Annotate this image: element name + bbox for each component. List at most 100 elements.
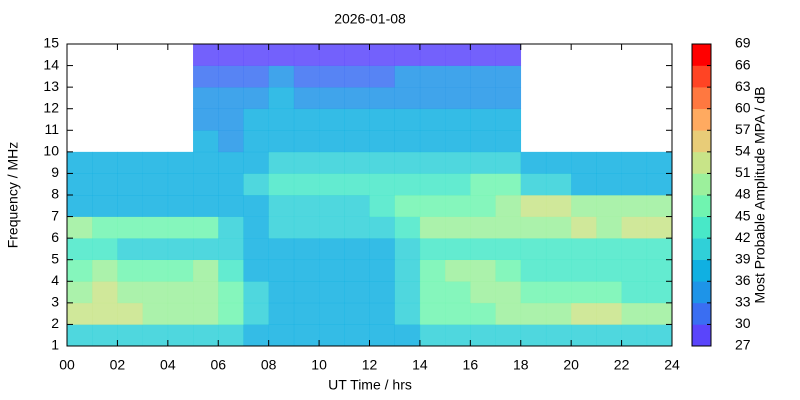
cell: [419, 281, 446, 304]
colorbar-band: [692, 130, 711, 153]
y-tick-label: 9: [51, 164, 59, 180]
cell: [193, 44, 219, 66]
cell: [470, 130, 496, 153]
cell: [369, 65, 396, 88]
cell: [394, 87, 421, 110]
colorbar-band: [692, 195, 711, 217]
y-tick-label: 13: [43, 78, 59, 94]
cell: [470, 65, 496, 88]
x-tick-label: 16: [463, 357, 479, 373]
y-tick-label: 14: [43, 56, 59, 72]
cell: [67, 324, 93, 347]
colorbar-tick-label: 45: [735, 207, 751, 223]
cell: [621, 195, 648, 217]
cell: [545, 151, 572, 174]
cell: [571, 195, 597, 217]
cell: [268, 44, 295, 66]
cell: [369, 44, 396, 66]
cell: [495, 130, 522, 153]
cell: [92, 216, 118, 239]
cell: [268, 259, 295, 282]
cell: [445, 302, 471, 325]
cell: [369, 238, 396, 261]
x-tick-label: 24: [664, 357, 680, 373]
cell: [621, 173, 648, 196]
cell: [470, 173, 496, 196]
cell: [596, 195, 622, 217]
cell: [293, 173, 320, 196]
cell: [445, 130, 471, 153]
cell: [445, 216, 471, 239]
cell: [117, 324, 143, 347]
cell: [520, 151, 547, 174]
x-tick-label: 18: [513, 357, 529, 373]
cell: [394, 216, 421, 239]
x-tick-label: 08: [261, 357, 277, 373]
x-tick-label: 10: [311, 357, 327, 373]
cell: [470, 108, 496, 131]
cell: [394, 130, 421, 153]
cell: [293, 130, 320, 153]
colorbar-tick-label: 42: [735, 229, 751, 245]
cell: [293, 87, 320, 110]
cell: [419, 87, 446, 110]
cell: [369, 130, 396, 153]
cell: [319, 259, 345, 282]
x-tick-label: 22: [614, 357, 630, 373]
cell: [167, 238, 194, 261]
colorbar-tick-label: 36: [735, 272, 751, 288]
cell: [520, 324, 547, 347]
cell: [92, 195, 118, 217]
cell: [445, 108, 471, 131]
cell: [419, 238, 446, 261]
cell: [193, 238, 219, 261]
colorbar-label: Most Probable Amplitude MPA / dB: [752, 87, 768, 304]
cell: [520, 259, 547, 282]
cell: [92, 281, 118, 304]
cell: [268, 302, 295, 325]
cell: [117, 195, 143, 217]
cell: [495, 151, 522, 174]
cell: [193, 87, 219, 110]
cell: [243, 302, 269, 325]
cell: [419, 65, 446, 88]
colorbar-tick-label: 66: [735, 56, 751, 72]
cell: [394, 281, 421, 304]
cell: [243, 44, 269, 66]
cell: [470, 44, 496, 66]
cell: [445, 281, 471, 304]
cell: [293, 238, 320, 261]
cell: [268, 238, 295, 261]
y-tick-label: 11: [44, 121, 59, 137]
cell: [470, 259, 496, 282]
cell: [419, 44, 446, 66]
cell: [369, 281, 396, 304]
y-tick-label: 7: [51, 207, 59, 223]
colorbar-band: [692, 259, 711, 282]
cell: [646, 238, 673, 261]
x-tick-label: 20: [563, 357, 579, 373]
colorbar-band: [692, 281, 711, 304]
cell: [193, 324, 219, 347]
cell: [193, 195, 219, 217]
cell: [243, 238, 269, 261]
cell: [520, 173, 547, 196]
cell: [243, 87, 269, 110]
cell: [193, 108, 219, 131]
cell: [369, 151, 396, 174]
cell: [293, 195, 320, 217]
cell: [142, 238, 169, 261]
cell: [369, 324, 396, 347]
cell: [545, 173, 572, 196]
y-tick-label: 4: [51, 272, 59, 288]
cell: [470, 238, 496, 261]
cell: [596, 259, 622, 282]
cell: [495, 87, 522, 110]
cell: [344, 324, 370, 347]
cell: [344, 65, 370, 88]
colorbar-tick-label: 48: [735, 186, 751, 202]
x-axis-label: UT Time / hrs: [328, 377, 412, 393]
cell: [319, 65, 345, 88]
cell: [268, 130, 295, 153]
